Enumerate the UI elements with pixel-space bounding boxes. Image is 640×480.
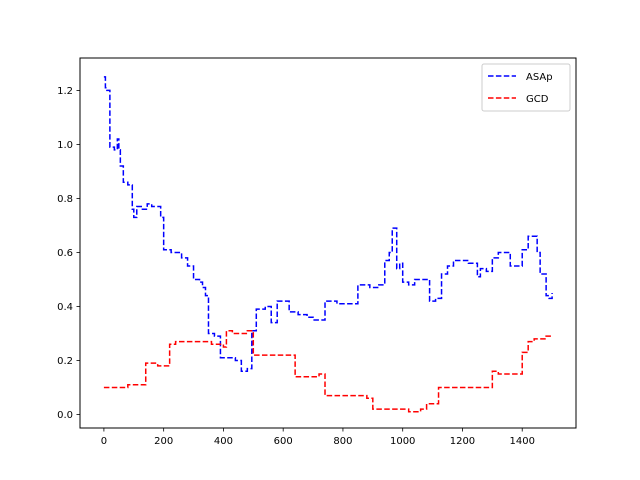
x-tick-label: 1000 bbox=[390, 436, 415, 447]
x-tick-label: 200 bbox=[154, 436, 173, 447]
y-tick-label: 0.8 bbox=[57, 194, 73, 205]
x-tick-label: 400 bbox=[214, 436, 233, 447]
series-line-asap bbox=[103, 76, 553, 373]
y-tick-label: 1.0 bbox=[57, 140, 73, 151]
y-tick-label: 0.2 bbox=[57, 356, 73, 367]
x-tick-label: 1400 bbox=[509, 436, 534, 447]
y-axis: 0.0 0.2 0.4 0.6 0.8 1.0 1.2 bbox=[57, 86, 80, 421]
y-tick-label: 1.2 bbox=[57, 86, 73, 97]
x-tick-label: 600 bbox=[274, 436, 293, 447]
legend: ASAp GCD bbox=[481, 63, 571, 112]
series-line-gcd bbox=[103, 330, 553, 413]
y-tick-label: 0.0 bbox=[57, 410, 73, 421]
x-tick-label: 800 bbox=[333, 436, 352, 447]
axes-frame bbox=[79, 57, 577, 429]
x-tick-label: 1200 bbox=[450, 436, 475, 447]
plot-lines-layer bbox=[103, 76, 553, 413]
legend-label-asap: ASAp bbox=[526, 72, 553, 83]
y-tick-label: 0.6 bbox=[57, 248, 73, 259]
legend-label-gcd: GCD bbox=[526, 94, 549, 105]
x-axis: 0 200 400 600 800 1000 1200 1400 bbox=[101, 428, 535, 447]
y-tick-label: 0.4 bbox=[57, 302, 73, 313]
x-tick-label: 0 bbox=[101, 436, 107, 447]
